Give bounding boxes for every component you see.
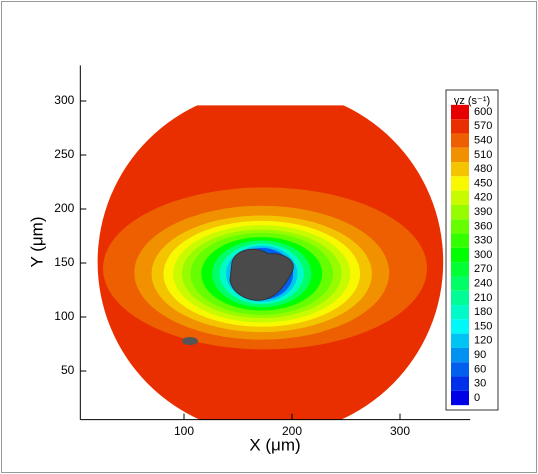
colorbar-label: 210	[474, 292, 492, 304]
colorbar-label: 120	[474, 335, 492, 347]
colorbar-label: 420	[474, 192, 492, 204]
colorbar-chip	[451, 104, 469, 120]
colorbar-chip	[451, 219, 469, 234]
colorbar-label: 300	[474, 249, 492, 261]
colorbar-chip	[451, 133, 469, 148]
colorbar-label: 390	[474, 206, 492, 218]
y-tick-label: 200	[54, 201, 74, 215]
y-tick-label: 100	[54, 309, 74, 323]
colorbar-label: 570	[474, 120, 492, 132]
colorbar-chip	[451, 233, 469, 248]
colorbar-chip	[451, 276, 469, 291]
y-tick-label: 50	[61, 363, 75, 377]
colorbar-chip	[451, 247, 469, 263]
particle-small	[182, 337, 198, 345]
colorbar-label: 60	[474, 363, 486, 375]
colorbar-chip	[451, 362, 469, 377]
x-tick-label: 300	[390, 424, 410, 438]
colorbar-label: 450	[474, 177, 492, 189]
colorbar-chip	[451, 333, 469, 348]
colorbar-chip	[451, 204, 469, 220]
colorbar-label: 30	[474, 378, 486, 390]
colorbar-label: 180	[474, 306, 492, 318]
colorbar-label: 360	[474, 220, 492, 232]
colorbar-label: 480	[474, 163, 492, 175]
colorbar-label: 540	[474, 135, 492, 147]
colorbar-chip	[451, 119, 469, 134]
x-tick-label: 100	[174, 424, 194, 438]
colorbar-chip	[451, 147, 469, 163]
x-tick-label: 200	[282, 424, 302, 438]
colorbar-chip	[451, 162, 469, 177]
colorbar-title: γz (s⁻¹)	[454, 95, 490, 107]
colorbar-chip	[451, 390, 469, 406]
colorbar-chip	[451, 305, 469, 320]
y-tick-label: 250	[54, 147, 74, 161]
colorbar-label: 150	[474, 320, 492, 332]
y-tick-label: 150	[54, 255, 74, 269]
colorbar-chip	[451, 376, 469, 391]
colorbar-label: 240	[474, 278, 492, 290]
colorbar-label: 510	[474, 149, 492, 161]
colorbar-chip	[451, 290, 469, 306]
colorbar-chip	[451, 176, 469, 191]
y-axis-title: Y (μm)	[27, 216, 46, 267]
colorbar-label: 270	[474, 263, 492, 275]
colorbar-chip	[451, 319, 469, 334]
colorbar-label: 330	[474, 235, 492, 247]
colorbar-label: 90	[474, 349, 486, 361]
colorbar-label: 0	[474, 392, 480, 404]
x-axis-title: X (μm)	[249, 435, 300, 454]
y-tick-label: 300	[54, 93, 74, 107]
colorbar-chip	[451, 190, 469, 205]
colorbar-label: 600	[474, 106, 492, 118]
colorbar-chip	[451, 347, 469, 363]
particle	[229, 248, 294, 301]
colorbar-chip	[451, 262, 469, 277]
field	[97, 105, 444, 420]
